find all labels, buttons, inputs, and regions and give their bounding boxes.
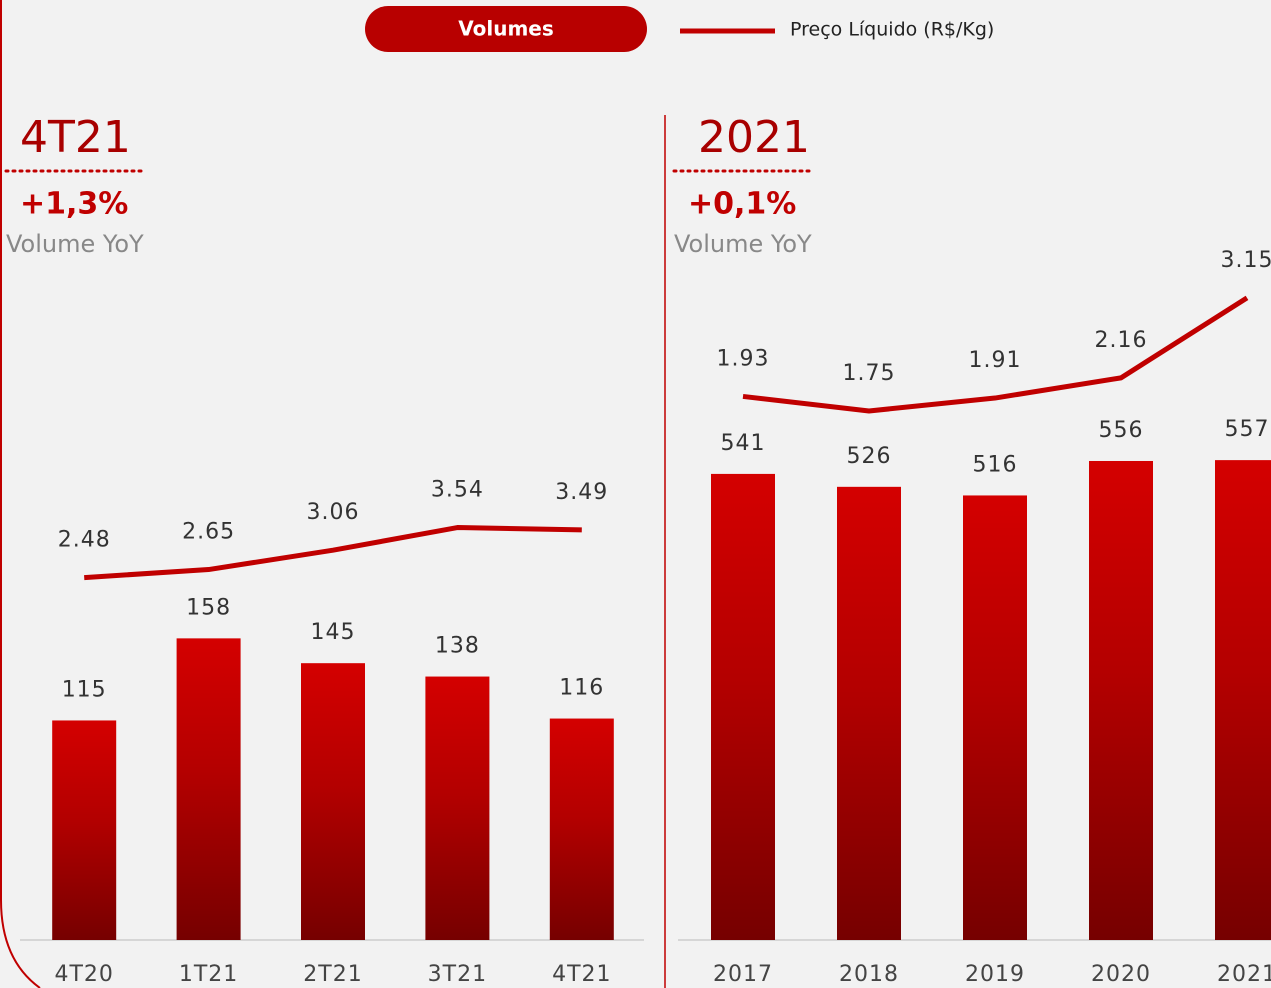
line-label: 3.49	[555, 480, 608, 505]
line-label: 3.54	[431, 478, 484, 503]
chart-title: 2021	[698, 112, 810, 163]
annotation: +1,3%	[20, 187, 128, 222]
bar	[549, 718, 614, 940]
x-tick-label: 2T21	[303, 962, 362, 987]
bar-label: 557	[1225, 417, 1270, 442]
x-tick-label: 2021	[1217, 962, 1271, 987]
bar	[837, 486, 901, 940]
line-label: 2.65	[182, 520, 235, 545]
x-tick-label: 1T21	[179, 962, 238, 987]
bar-label: 526	[847, 444, 892, 469]
annotation: Volume YoY	[6, 230, 144, 258]
frame	[0, 0, 41, 988]
price-line	[742, 295, 1249, 414]
x-tick-label: 2017	[713, 962, 773, 987]
line-label: 2.16	[1095, 328, 1148, 353]
bar-label: 138	[435, 634, 480, 659]
bar-label: 541	[721, 431, 766, 456]
bar	[52, 720, 117, 940]
legend-label: Volumes	[458, 17, 554, 41]
annotation: +0,1%	[688, 187, 796, 222]
legend-label: Preço Líquido (R$/Kg)	[790, 19, 994, 41]
line-label: 1.93	[717, 346, 770, 371]
line-label: 3.15	[1221, 248, 1271, 273]
bar	[711, 473, 775, 940]
bar	[963, 495, 1027, 940]
line-label: 2.48	[58, 528, 111, 553]
x-tick-label: 4T20	[54, 962, 113, 987]
bar-label: 115	[62, 677, 107, 702]
bar-label: 556	[1099, 418, 1144, 443]
bar	[1215, 460, 1271, 940]
bar	[1089, 460, 1153, 940]
bar-label: 516	[973, 452, 1018, 477]
bar	[301, 663, 365, 940]
x-tick-label: 2018	[839, 962, 899, 987]
bar-label: 116	[559, 676, 604, 701]
line-label: 3.06	[307, 500, 360, 525]
bar	[425, 676, 490, 940]
line-label: 1.75	[843, 361, 896, 386]
bar-label: 158	[186, 595, 231, 620]
x-tick-label: 4T21	[552, 962, 611, 987]
legend-pill	[365, 6, 647, 52]
x-tick-label: 2020	[1091, 962, 1151, 987]
chart-title: 4T21	[20, 112, 131, 163]
bar	[176, 638, 241, 940]
line-label: 1.91	[969, 348, 1022, 373]
price-line	[84, 525, 582, 581]
x-tick-label: 3T21	[428, 962, 487, 987]
x-tick-label: 2019	[965, 962, 1025, 987]
bar-label: 145	[311, 620, 356, 645]
annotation: Volume YoY	[674, 230, 812, 258]
